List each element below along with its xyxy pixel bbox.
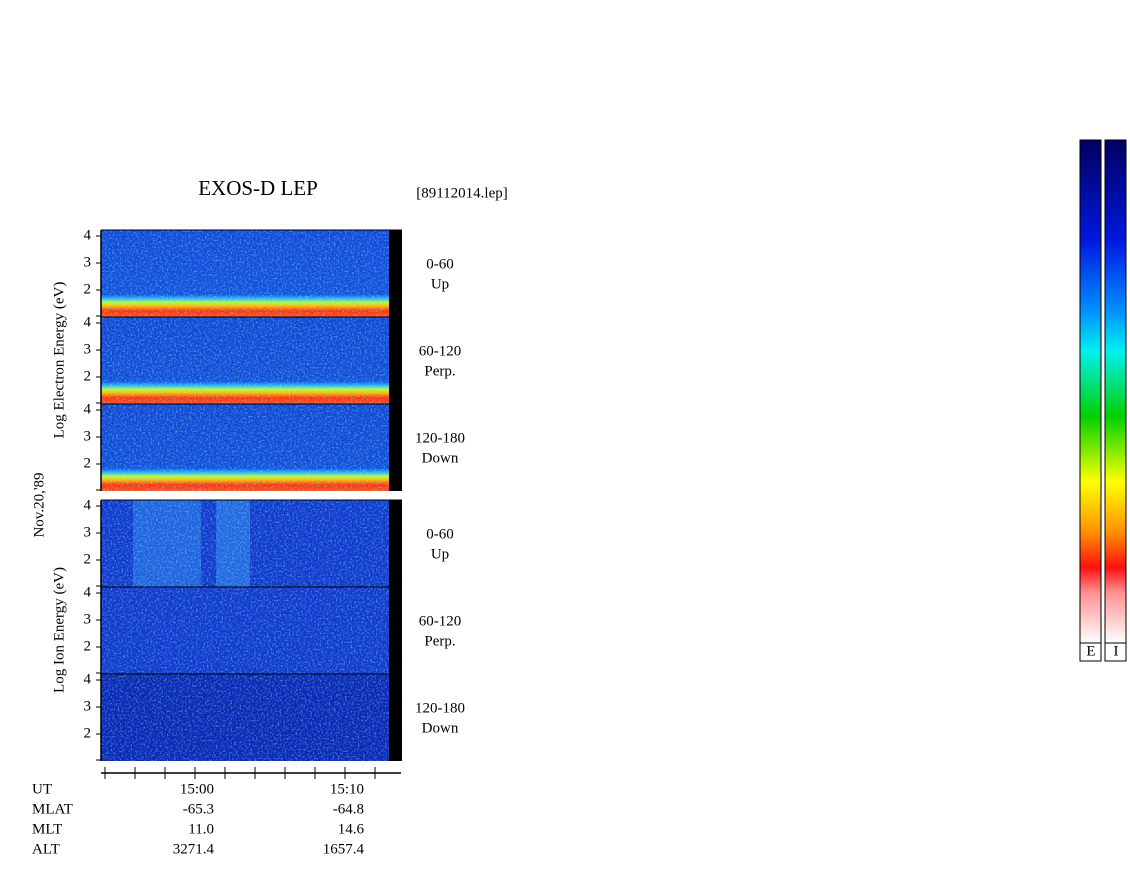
orbit-value: 15:00 bbox=[180, 781, 214, 797]
title: EXOS-D LEP bbox=[198, 176, 318, 200]
colorbar-label: I bbox=[1114, 643, 1119, 659]
y-tick-label: 2 bbox=[84, 725, 92, 741]
panel-direction: Up bbox=[431, 276, 449, 292]
row-label: ALT bbox=[32, 841, 60, 857]
panel-direction: Perp. bbox=[424, 633, 455, 649]
y-tick-label: 3 bbox=[84, 341, 92, 357]
noise bbox=[101, 500, 389, 587]
y-tick-label: 3 bbox=[84, 698, 92, 714]
panel-direction: Down bbox=[422, 720, 459, 736]
y-tick-label: 4 bbox=[84, 671, 92, 687]
colorbar-label-box bbox=[1104, 642, 1127, 662]
panel-range: 120-180 bbox=[415, 430, 465, 446]
panel-range: 60-120 bbox=[419, 343, 462, 359]
orbit-value: 15:10 bbox=[330, 781, 364, 797]
ion-axis-label: Log Ion Energy (eV) bbox=[51, 567, 67, 693]
colorbar-label: E bbox=[1086, 643, 1095, 659]
y-tick-label: 3 bbox=[84, 254, 92, 270]
y-tick-label: 4 bbox=[84, 314, 92, 330]
orbit-value: 3271.4 bbox=[173, 841, 215, 857]
noise bbox=[101, 230, 389, 317]
file-name: [89112014.lep] bbox=[416, 185, 508, 201]
noise bbox=[101, 317, 389, 378]
data-gap bbox=[389, 404, 402, 491]
data-gap bbox=[389, 230, 402, 317]
y-tick-label: 2 bbox=[84, 368, 92, 384]
y-tick-label: 3 bbox=[84, 611, 92, 627]
panel-range: 0-60 bbox=[426, 526, 454, 542]
colorbar bbox=[1104, 139, 1127, 644]
row-label: MLT bbox=[32, 821, 62, 837]
data-gap bbox=[389, 317, 402, 404]
y-tick-label: 4 bbox=[84, 497, 92, 513]
colorbar-label-box bbox=[1079, 642, 1102, 662]
y-tick-label: 4 bbox=[84, 227, 92, 243]
orbit-value: 1657.4 bbox=[323, 841, 365, 857]
panel-range: 120-180 bbox=[415, 700, 465, 716]
colorbar bbox=[1079, 139, 1102, 644]
noise bbox=[101, 404, 389, 465]
orbit-value: 14.6 bbox=[338, 821, 365, 837]
orbit-value: -65.3 bbox=[183, 801, 214, 817]
y-tick-label: 2 bbox=[84, 455, 92, 471]
data-gap bbox=[389, 500, 402, 587]
y-tick-label: 2 bbox=[84, 281, 92, 297]
y-tick-label: 2 bbox=[84, 551, 92, 567]
panel-range: 0-60 bbox=[426, 256, 454, 272]
electron-axis-label: Log Electron Energy (eV) bbox=[51, 282, 67, 439]
noise bbox=[101, 674, 389, 761]
data-gap bbox=[389, 587, 402, 674]
panel-direction: Up bbox=[431, 546, 449, 562]
data-gap bbox=[389, 674, 402, 761]
orbit-value: -64.8 bbox=[333, 801, 364, 817]
row-label: UT bbox=[32, 781, 52, 797]
y-tick-label: 3 bbox=[84, 524, 92, 540]
y-tick-label: 4 bbox=[84, 401, 92, 417]
orbit-value: 11.0 bbox=[188, 821, 214, 837]
panel-direction: Down bbox=[422, 450, 459, 466]
panel-range: 60-120 bbox=[419, 613, 462, 629]
noise bbox=[101, 587, 389, 674]
y-tick-label: 4 bbox=[84, 584, 92, 600]
y-tick-label: 3 bbox=[84, 428, 92, 444]
row-label: MLAT bbox=[32, 801, 73, 817]
y-tick-label: 2 bbox=[84, 638, 92, 654]
date: Nov.20,'89 bbox=[31, 472, 47, 537]
panel-direction: Perp. bbox=[424, 363, 455, 379]
